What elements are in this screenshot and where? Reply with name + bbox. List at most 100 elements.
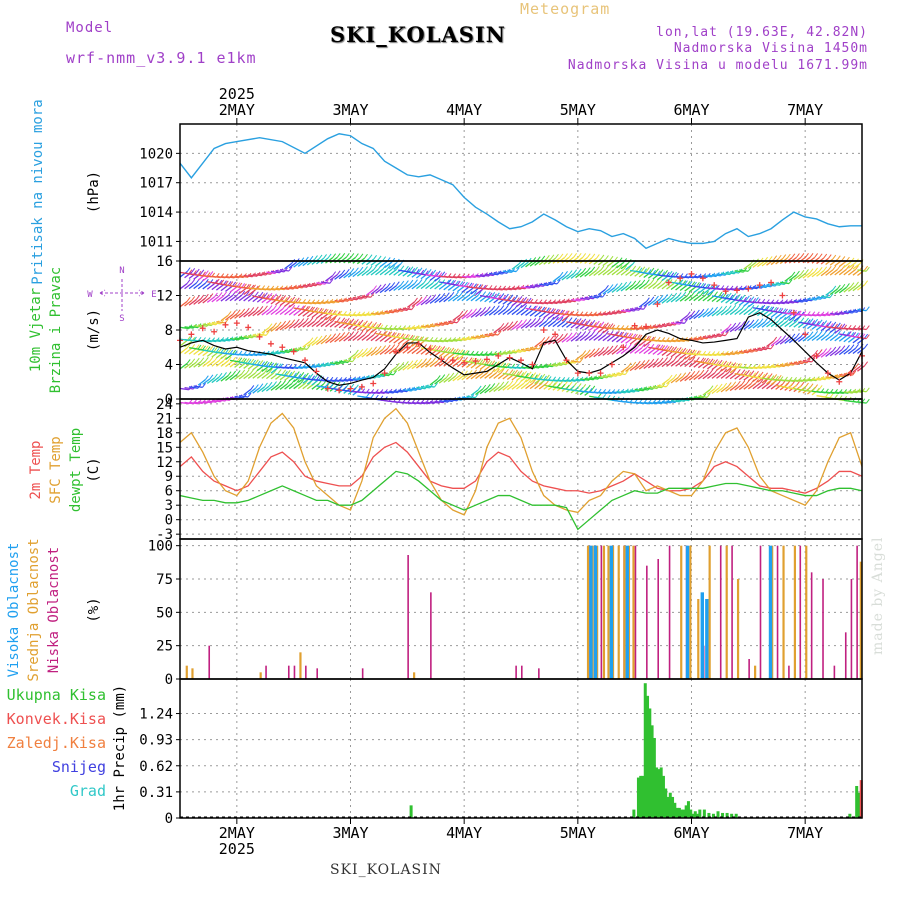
wind-barb-flag (424, 270, 429, 276)
wind-barb-flag (788, 383, 793, 389)
wind-barb (243, 274, 253, 278)
wind-barb-flag (345, 268, 350, 274)
wind-barb (798, 360, 808, 364)
wind-barb-flag (314, 336, 318, 342)
wind-barb-flag (436, 270, 441, 276)
wind-barb-flag (705, 369, 709, 374)
wind-barb-flag (514, 295, 518, 300)
wind-barb-flag (238, 357, 243, 363)
wind-barb (493, 372, 502, 379)
wind-barb-flag (204, 293, 209, 299)
mid-cloud-bar (586, 545, 590, 679)
wind-barb (779, 320, 788, 328)
wind-barb-flag (388, 331, 393, 337)
wind-barb (248, 334, 258, 338)
wind-barb (361, 351, 370, 358)
wind-barb-flag (459, 281, 464, 286)
wind-barb (284, 383, 293, 390)
wind-barb-flag (482, 291, 487, 296)
wind-barb (561, 273, 570, 281)
wind-barb-flag (723, 382, 728, 388)
wind-barb (420, 298, 429, 306)
wind-barb (834, 287, 843, 295)
wind-barb-flag (204, 375, 209, 380)
wind-barb (202, 400, 212, 404)
wind-barb-flag (479, 333, 484, 339)
wind-barb-flag (236, 282, 241, 287)
wind-barb-flag (823, 320, 828, 325)
wind-barb-flag (764, 372, 768, 378)
wind-barb (575, 271, 584, 279)
wind-barb-flag (393, 308, 397, 314)
wind-barb (652, 401, 662, 405)
wind-barb-flag (197, 344, 202, 350)
wind-barb (829, 269, 838, 276)
wind-barb (729, 384, 738, 392)
wind-barb-flag (855, 344, 859, 349)
wind-barb-flag (227, 348, 232, 354)
wind-barb-flag (486, 359, 491, 365)
wind-barb (811, 297, 821, 300)
wind-barb (311, 339, 320, 346)
wind-barb-flag (452, 279, 457, 285)
wind-gust-marker (768, 279, 775, 286)
wind-barb-flag (474, 393, 479, 398)
wind-barb-flag (436, 345, 441, 351)
wind-gust-marker (836, 378, 843, 385)
wind-barb (329, 274, 338, 281)
wind-barb-flag (568, 253, 573, 258)
wind-barb-flag (343, 386, 347, 391)
wind-barb (702, 372, 711, 380)
wind-barb (820, 351, 829, 358)
meteogram-label: Meteogram (520, 0, 611, 18)
wind-barb (520, 348, 530, 352)
wind-barb (479, 334, 490, 338)
wind-barb (661, 360, 670, 368)
wind-barb (375, 268, 384, 276)
wind-barb-flag (850, 265, 855, 270)
wind-barb (743, 350, 753, 353)
wind-barb-flag (614, 256, 618, 262)
wind-barb-flag (600, 330, 605, 336)
wind-barb (311, 364, 321, 368)
wind-barb-flag (820, 294, 825, 300)
wind-barb-flag (650, 358, 655, 364)
wind-barb (265, 385, 274, 392)
wind-barb-flag (527, 371, 532, 377)
wind-barb (752, 382, 761, 390)
wind-barb (234, 337, 244, 340)
wind-barb-flag (564, 271, 568, 276)
mid-cloud-bar (697, 599, 700, 679)
wind-barb (238, 311, 247, 319)
wind-barb-flag (665, 346, 670, 351)
wind-barb-flag (836, 346, 841, 351)
wind-barb-flag (645, 297, 650, 302)
wind-barb-flag (773, 336, 778, 342)
wind-barb (834, 334, 843, 342)
wind-barb (597, 350, 606, 357)
wind-barb (666, 400, 676, 404)
wind-gust-marker (483, 356, 490, 363)
wind-barb (388, 336, 397, 343)
wind-barb-flag (218, 372, 223, 378)
wind-barb-flag (359, 319, 364, 325)
wind-barb (243, 372, 252, 380)
wind-barb (293, 261, 302, 268)
wind-barb (620, 284, 629, 292)
wind-barb (234, 294, 243, 302)
wind-barb-flag (770, 344, 775, 350)
wind-barb-flag (505, 304, 509, 310)
wind-barb-flag (420, 385, 425, 390)
wind-barb-flag (850, 344, 855, 350)
wind-barb-flag (443, 347, 447, 353)
wind-barb-flag (686, 291, 691, 297)
wind-barb (847, 347, 856, 355)
low-cloud-bar (844, 632, 847, 679)
footer-station-label: SKI_KOLASIN (330, 862, 442, 878)
model-label: Model (66, 20, 114, 36)
wind-barb (316, 301, 326, 305)
wind-barb-flag (777, 254, 782, 260)
wind-barb-flag (796, 270, 800, 276)
wind-barb-flag (864, 361, 869, 367)
wind-barb-flag (511, 268, 516, 273)
